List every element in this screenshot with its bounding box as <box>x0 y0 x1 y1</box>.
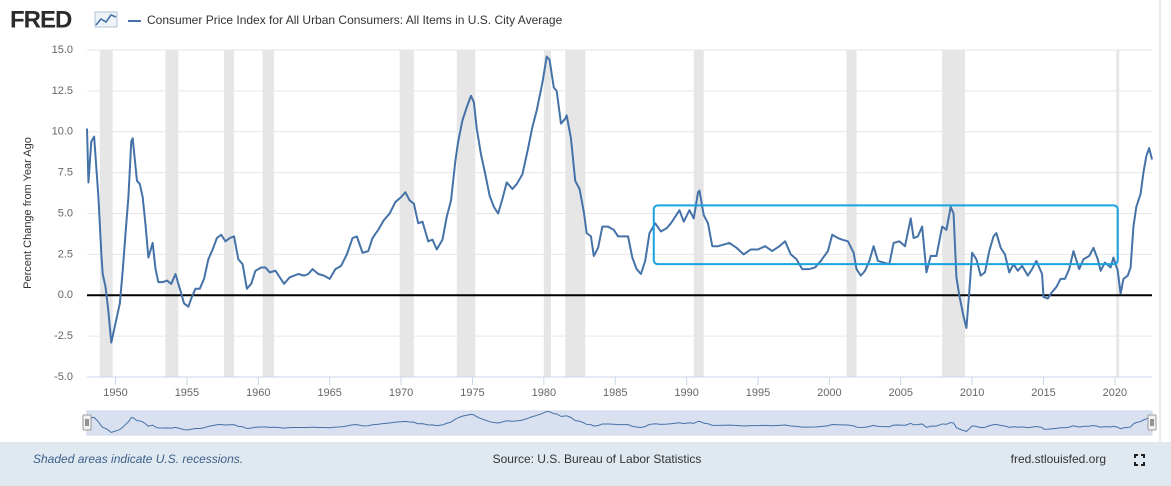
y-tick-label: 7.5 <box>58 167 73 179</box>
source: Source: U.S. Bureau of Labor Statistics <box>493 452 702 466</box>
y-tick-label: -2.5 <box>54 330 73 342</box>
recession-note: Shaded areas indicate U.S. recessions. <box>33 452 243 466</box>
x-tick-label: 1955 <box>175 387 199 399</box>
x-tick-label: 2020 <box>1103 387 1127 399</box>
y-tick-label: 2.5 <box>58 248 73 260</box>
y-tick-label: 10.0 <box>52 126 73 138</box>
logo-icon <box>94 11 118 28</box>
x-tick-label: 2010 <box>960 387 984 399</box>
x-tick-label: 1975 <box>460 387 484 399</box>
fullscreen-icon[interactable] <box>1134 454 1145 466</box>
footer-band <box>0 442 1171 486</box>
x-tick-label: 1965 <box>317 387 341 399</box>
legend-label: Consumer Price Index for All Urban Consu… <box>147 13 563 27</box>
x-tick-label: 1960 <box>246 387 270 399</box>
navigator-handle[interactable] <box>82 414 92 431</box>
y-tick-label: -5.0 <box>54 371 73 383</box>
navigator-background <box>86 410 1153 436</box>
y-axis-label: Percent Change from Year Ago <box>22 137 34 289</box>
navigator-line <box>86 410 1153 434</box>
x-tick-label: 1980 <box>532 387 556 399</box>
x-tick-label: 1985 <box>603 387 627 399</box>
navigator-handle[interactable] <box>1147 414 1157 431</box>
x-tick-label: 2015 <box>1031 387 1055 399</box>
site-link[interactable]: fred.stlouisfed.org <box>1011 452 1106 466</box>
plot-area: -5.0 -2.5 0.0 2.5 5.0 7.5 10.0 12.5 15.0 1950 1955… <box>52 44 1153 399</box>
navigator <box>82 410 1157 436</box>
y-tick-label: 15.0 <box>52 44 73 56</box>
logo: FRED <box>10 6 72 33</box>
series-line <box>86 55 1153 344</box>
y-tick-label: 5.0 <box>58 207 73 219</box>
x-tick-label: 1950 <box>103 387 127 399</box>
x-tick-label: 1995 <box>746 387 770 399</box>
x-tick-label: 2005 <box>888 387 912 399</box>
x-tick-label: 1990 <box>674 387 698 399</box>
highlight-box <box>652 204 1119 266</box>
x-tick-label: 1970 <box>389 387 413 399</box>
y-tick-label: 12.5 <box>52 85 73 97</box>
x-tick-label: 2000 <box>817 387 841 399</box>
y-tick-label: 0.0 <box>58 289 73 301</box>
